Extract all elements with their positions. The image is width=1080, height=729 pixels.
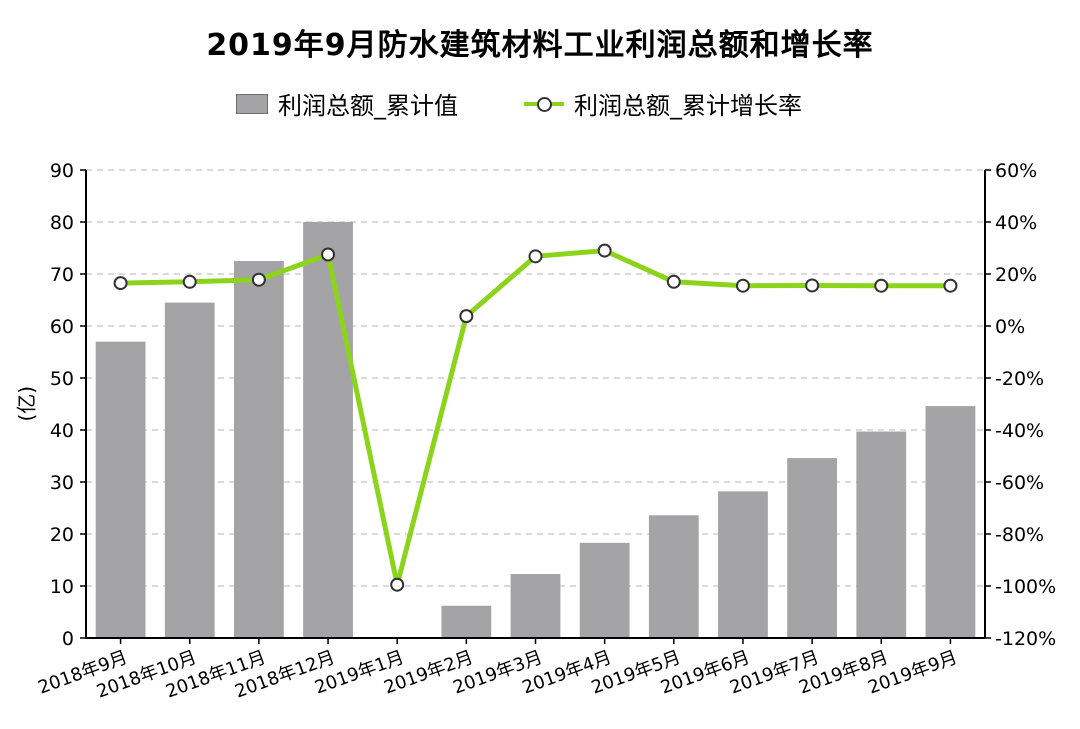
- bar: [925, 406, 976, 638]
- y2-tick-label: -100%: [995, 576, 1056, 598]
- legend-line-label: 利润总额_累计增长率: [574, 92, 802, 120]
- bar: [510, 574, 561, 638]
- bar: [648, 515, 699, 638]
- growth-point: [251, 272, 266, 287]
- y2-tick-label: -20%: [995, 368, 1044, 390]
- y-tick-label: 80: [50, 212, 74, 234]
- chart-title: 2019年9月防水建筑材料工业利润总额和增长率: [206, 28, 874, 63]
- bar: [787, 458, 838, 638]
- legend-bar-label: 利润总额_累计值: [278, 92, 458, 120]
- growth-point: [943, 278, 958, 293]
- y2-tick-label: -80%: [995, 524, 1044, 546]
- y2-tick-label: 40%: [995, 212, 1037, 234]
- y-tick-label: 90: [50, 160, 74, 182]
- y2-tick-label: 0%: [995, 316, 1025, 338]
- y2-tick-label: 60%: [995, 160, 1037, 182]
- y2-tick-label: -120%: [995, 628, 1056, 650]
- y-tick-label: 0: [62, 628, 74, 650]
- bar: [95, 341, 146, 638]
- y2-tick-label: -40%: [995, 420, 1044, 442]
- legend-item-bar[interactable]: 利润总额_累计值: [236, 86, 458, 121]
- growth-point: [321, 247, 336, 262]
- y-tick-label: 20: [50, 524, 74, 546]
- growth-point: [390, 577, 405, 592]
- bar: [164, 302, 215, 638]
- growth-point: [735, 278, 750, 293]
- bar: [579, 542, 630, 638]
- bar: [856, 431, 907, 638]
- y2-tick-label: -60%: [995, 472, 1044, 494]
- growth-point: [874, 278, 889, 293]
- legend-line-swatch: [524, 95, 564, 113]
- growth-point: [528, 249, 543, 264]
- y-tick-label: 10: [50, 576, 74, 598]
- growth-point: [597, 243, 612, 258]
- y-tick-label: 30: [50, 472, 74, 494]
- growth-point: [182, 274, 197, 289]
- y-tick-label: 40: [50, 420, 74, 442]
- growth-point: [113, 276, 128, 291]
- growth-point: [805, 278, 820, 293]
- legend-bar-swatch: [236, 93, 268, 114]
- y-tick-label: 50: [50, 368, 74, 390]
- growth-point: [666, 274, 681, 289]
- y2-tick-label: 20%: [995, 264, 1037, 286]
- y-tick-label: 70: [50, 264, 74, 286]
- bar: [718, 491, 768, 638]
- bar: [303, 222, 353, 638]
- legend-item-line[interactable]: 利润总额_累计增长率: [524, 86, 802, 121]
- legend: 利润总额_累计值 利润总额_累计增长率: [0, 86, 1080, 120]
- bar: [233, 261, 284, 638]
- growth-point: [459, 309, 474, 324]
- y-tick-label: 60: [50, 316, 74, 338]
- bar: [441, 605, 492, 638]
